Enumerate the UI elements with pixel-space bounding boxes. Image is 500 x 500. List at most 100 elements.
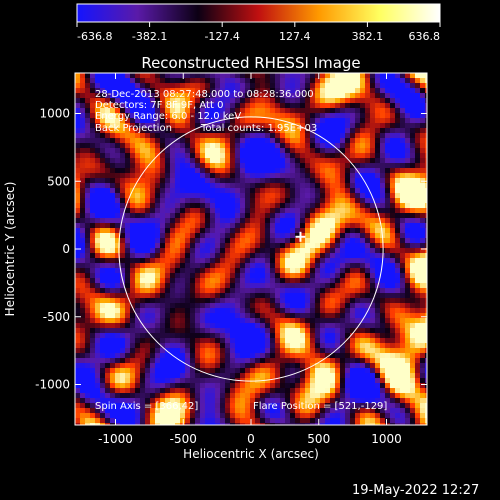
heatmap-cell bbox=[320, 278, 325, 283]
heatmap-cell bbox=[145, 153, 150, 158]
heatmap-cell bbox=[300, 358, 305, 363]
heatmap-cell bbox=[340, 148, 345, 153]
heatmap-cell bbox=[300, 348, 305, 353]
heatmap-cell bbox=[95, 133, 100, 138]
heatmap-cell bbox=[295, 113, 300, 118]
heatmap-cell bbox=[220, 408, 225, 413]
heatmap-cell bbox=[355, 263, 360, 268]
heatmap-cell bbox=[230, 238, 235, 243]
heatmap-cell bbox=[370, 88, 375, 93]
heatmap-cell bbox=[270, 123, 275, 128]
heatmap-cell bbox=[150, 323, 155, 328]
heatmap-cell bbox=[330, 83, 335, 88]
heatmap-cell bbox=[165, 218, 170, 223]
heatmap-cell bbox=[135, 188, 140, 193]
heatmap-cell bbox=[100, 328, 105, 333]
heatmap-cell bbox=[365, 93, 370, 98]
heatmap-cell bbox=[390, 133, 395, 138]
heatmap-cell bbox=[385, 373, 390, 378]
heatmap-cell bbox=[215, 298, 220, 303]
heatmap-cell bbox=[400, 413, 405, 418]
heatmap-cell bbox=[175, 373, 180, 378]
heatmap-cell bbox=[210, 318, 215, 323]
heatmap-cell bbox=[160, 413, 165, 418]
heatmap-cell bbox=[90, 203, 95, 208]
heatmap-cell bbox=[230, 368, 235, 373]
heatmap-cell bbox=[280, 258, 285, 263]
heatmap-cell bbox=[150, 93, 155, 98]
heatmap-cell bbox=[170, 293, 175, 298]
heatmap-cell bbox=[335, 293, 340, 298]
heatmap-cell bbox=[285, 83, 290, 88]
heatmap-cell bbox=[100, 183, 105, 188]
heatmap-cell bbox=[130, 88, 135, 93]
heatmap-cell bbox=[120, 388, 125, 393]
heatmap-cell bbox=[410, 373, 415, 378]
heatmap-cell bbox=[310, 323, 315, 328]
heatmap-cell bbox=[170, 98, 175, 103]
heatmap-cell bbox=[140, 378, 145, 383]
heatmap-cell bbox=[235, 383, 240, 388]
heatmap-cell bbox=[275, 88, 280, 93]
heatmap-cell bbox=[275, 418, 280, 423]
heatmap-cell bbox=[240, 133, 245, 138]
heatmap-cell bbox=[225, 108, 230, 113]
heatmap-cell bbox=[200, 98, 205, 103]
heatmap-cell bbox=[95, 193, 100, 198]
heatmap-cell bbox=[170, 143, 175, 148]
heatmap-cell bbox=[345, 158, 350, 163]
heatmap-cell bbox=[210, 103, 215, 108]
heatmap-cell bbox=[90, 343, 95, 348]
heatmap-cell bbox=[80, 138, 85, 143]
heatmap-cell bbox=[355, 343, 360, 348]
heatmap-cell bbox=[395, 353, 400, 358]
heatmap-cell bbox=[75, 233, 80, 238]
heatmap-cell bbox=[160, 408, 165, 413]
heatmap-cell bbox=[100, 323, 105, 328]
heatmap-cell bbox=[330, 383, 335, 388]
heatmap-cell bbox=[165, 408, 170, 413]
heatmap-cell bbox=[160, 283, 165, 288]
heatmap-cell bbox=[265, 208, 270, 213]
heatmap-cell bbox=[75, 138, 80, 143]
heatmap-cell bbox=[90, 288, 95, 293]
heatmap-cell bbox=[410, 343, 415, 348]
heatmap-cell bbox=[75, 303, 80, 308]
heatmap-cell bbox=[370, 73, 375, 78]
heatmap-cell bbox=[165, 188, 170, 193]
heatmap-cell bbox=[295, 308, 300, 313]
heatmap-cell bbox=[180, 183, 185, 188]
heatmap-cell bbox=[120, 368, 125, 373]
heatmap-cell bbox=[200, 378, 205, 383]
heatmap-cell bbox=[330, 298, 335, 303]
heatmap-cell bbox=[425, 273, 427, 278]
heatmap-cell bbox=[315, 273, 320, 278]
heatmap-cell bbox=[425, 243, 427, 248]
heatmap-cell bbox=[160, 228, 165, 233]
heatmap-cell bbox=[145, 168, 150, 173]
heatmap-cell bbox=[135, 223, 140, 228]
heatmap-cell bbox=[230, 133, 235, 138]
heatmap-cell bbox=[350, 278, 355, 283]
heatmap-cell bbox=[200, 118, 205, 123]
heatmap-cell bbox=[310, 168, 315, 173]
heatmap-cell bbox=[395, 83, 400, 88]
heatmap-cell bbox=[325, 378, 330, 383]
heatmap-cell bbox=[335, 73, 340, 78]
heatmap-cell bbox=[170, 78, 175, 83]
heatmap-cell bbox=[270, 378, 275, 383]
heatmap-cell bbox=[400, 383, 405, 388]
heatmap-cell bbox=[75, 248, 80, 253]
heatmap-cell bbox=[315, 233, 320, 238]
heatmap-cell bbox=[235, 193, 240, 198]
heatmap-cell bbox=[310, 83, 315, 88]
heatmap-cell bbox=[410, 93, 415, 98]
heatmap-cell bbox=[345, 168, 350, 173]
heatmap-cell bbox=[405, 373, 410, 378]
heatmap-cell bbox=[315, 403, 320, 408]
heatmap-cell bbox=[340, 113, 345, 118]
heatmap-cell bbox=[340, 233, 345, 238]
heatmap-cell bbox=[365, 398, 370, 403]
heatmap-cell bbox=[325, 318, 330, 323]
heatmap-cell bbox=[110, 398, 115, 403]
